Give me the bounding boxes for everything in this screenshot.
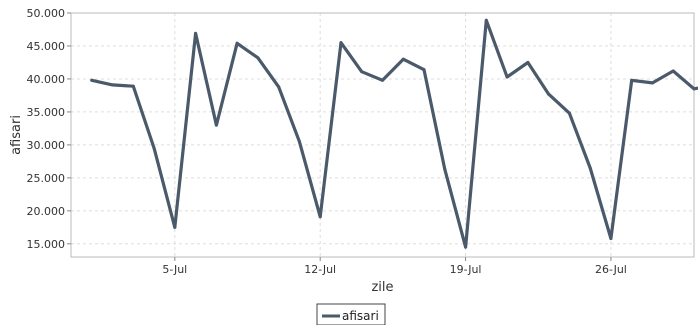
- data-point: [90, 78, 94, 82]
- data-point: [567, 111, 571, 115]
- x-tick-label: 5-Jul: [162, 263, 187, 276]
- data-point: [111, 83, 115, 87]
- data-point: [505, 75, 509, 79]
- data-point: [422, 68, 426, 72]
- data-point: [360, 70, 364, 74]
- data-point: [443, 167, 447, 171]
- data-point: [526, 60, 530, 64]
- grid-lines: [71, 12, 694, 257]
- data-point: [277, 85, 281, 89]
- data-point: [214, 123, 218, 127]
- data-point: [131, 84, 135, 88]
- data-point: [484, 18, 488, 22]
- data-point: [609, 237, 613, 241]
- data-point: [464, 245, 468, 249]
- data-point: [256, 56, 260, 60]
- y-tick-label: 45.000: [27, 40, 66, 53]
- data-point: [235, 41, 239, 45]
- data-point: [194, 31, 198, 35]
- y-tick-label: 25.000: [27, 172, 66, 185]
- data-point: [381, 78, 384, 82]
- y-axis-ticks: 15.000 20.000 25.000 30.000 35.000 40.000 45.0…: [27, 7, 71, 251]
- x-tick-label: 12-Jul: [304, 263, 336, 276]
- data-point: [173, 225, 177, 229]
- series-line-afisari: [90, 18, 698, 249]
- y-tick-label: 30.000: [27, 139, 66, 152]
- x-tick-label: 19-Jul: [450, 263, 482, 276]
- data-point: [339, 41, 343, 45]
- series-layer: [90, 18, 698, 249]
- y-axis-title: afisari: [9, 115, 24, 155]
- data-point: [152, 146, 156, 150]
- legend: afisari: [316, 303, 386, 325]
- data-point: [588, 166, 592, 170]
- y-tick-label: 15.000: [27, 238, 66, 251]
- data-point: [671, 69, 675, 73]
- plot-area-border: [70, 12, 695, 258]
- y-tick-label: 50.000: [27, 7, 66, 20]
- data-point: [318, 215, 322, 219]
- data-point: [630, 78, 634, 82]
- data-point: [650, 81, 654, 85]
- legend-label-afisari: afisari: [342, 309, 379, 323]
- data-point: [297, 140, 301, 144]
- y-tick-label: 20.000: [27, 205, 66, 218]
- y-tick-label: 40.000: [27, 73, 66, 86]
- x-axis-ticks: 5-Jul 12-Jul 19-Jul 26-Jul: [162, 257, 627, 276]
- data-point: [692, 87, 696, 91]
- x-axis-title: zile: [371, 280, 393, 295]
- x-tick-label: 26-Jul: [595, 263, 627, 276]
- data-point: [547, 92, 551, 96]
- y-tick-label: 35.000: [27, 106, 66, 119]
- data-point: [401, 57, 405, 61]
- legend-box: [316, 303, 386, 325]
